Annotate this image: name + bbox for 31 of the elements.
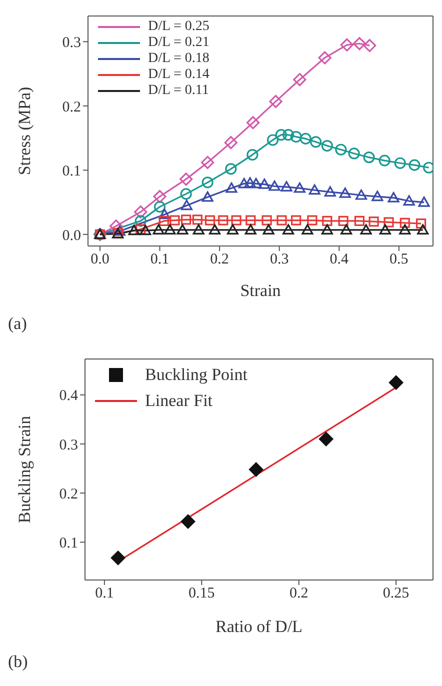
x-tick-label: 0.0 [90,252,110,268]
y-axis-title: Buckling Strain [15,415,34,524]
x-tick-label: 0.2 [210,252,229,268]
x-tick-label: 0.3 [270,252,289,268]
y-tick-label: 0.4 [59,388,78,404]
y-tick-label: 0.3 [62,35,81,52]
x-axis-title: Strain [240,281,282,300]
x-tick-label: 0.1 [95,586,114,602]
x-tick-label: 0.25 [382,586,410,602]
x-tick-label: 0.15 [188,586,215,602]
y-tick-label: 0.3 [59,437,78,454]
y-tick-label: 0.0 [62,228,81,244]
x-tick-label: 0.1 [150,252,170,268]
legend-label: D/L = 0.18 [148,51,210,67]
y-tick-label: 0.1 [59,536,78,552]
x-tick-label: 0.4 [330,252,349,268]
legend-label: D/L = 0.14 [148,67,210,83]
legend-label: D/L = 0.21 [148,35,210,51]
y-tick-label: 0.2 [62,99,81,116]
legend-label: Buckling Point [145,364,248,386]
y-tick-label: 0.1 [62,164,81,180]
text: (b) [8,652,28,672]
x-tick-label: 0.2 [289,586,308,602]
y-axis-title: Stress (MPa) [15,86,34,176]
x-tick-label: 0.5 [390,252,408,268]
legend-label: Linear Fit [145,390,213,412]
x-axis-title: Ratio of D/L [216,617,302,636]
text: (a) [8,314,27,334]
legend-label: D/L = 0.25 [148,19,210,35]
legend-label: D/L = 0.11 [148,83,209,99]
y-tick-label: 0.2 [59,486,78,502]
